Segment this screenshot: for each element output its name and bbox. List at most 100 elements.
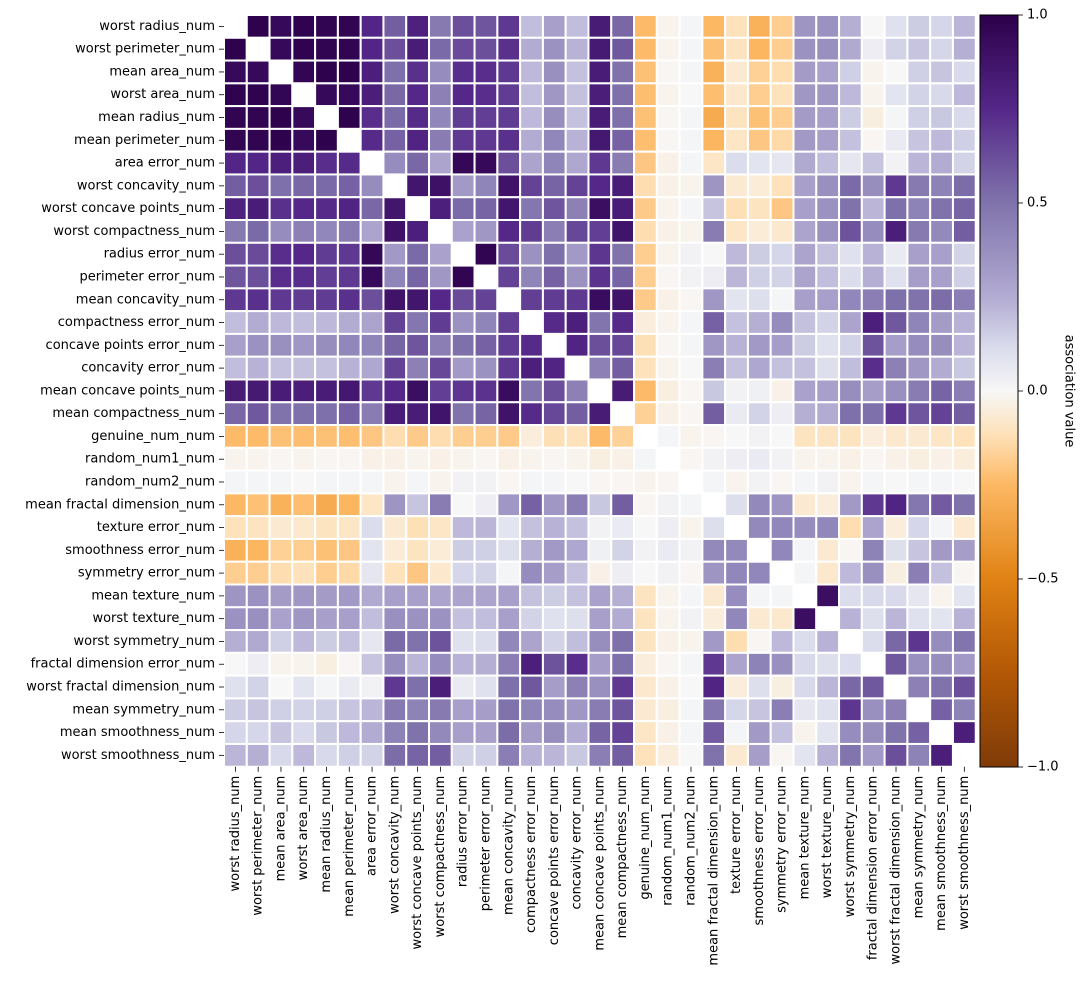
heatmap-cell xyxy=(359,515,385,540)
heatmap-cell xyxy=(496,674,522,700)
heatmap-cell xyxy=(678,378,704,404)
heatmap-cell xyxy=(951,560,977,586)
heatmap-cell xyxy=(883,150,909,176)
heatmap-cell xyxy=(587,606,613,632)
heatmap-cell xyxy=(587,492,613,518)
heatmap-cell xyxy=(223,287,248,313)
heatmap-cell xyxy=(359,537,385,563)
heatmap-cell xyxy=(929,446,954,472)
heatmap-cell xyxy=(587,537,613,563)
heatmap-cell xyxy=(838,651,863,677)
heatmap-cell xyxy=(314,105,339,130)
x-tick-label: mean smoothness_num xyxy=(934,776,949,931)
heatmap-cell xyxy=(678,127,704,153)
y-tick-label: mean radius_num xyxy=(98,110,215,125)
heatmap-cell xyxy=(564,219,590,244)
heatmap-cell xyxy=(519,82,544,108)
heatmap-cell xyxy=(860,378,886,404)
heatmap-cell xyxy=(428,105,453,130)
heatmap-cell xyxy=(428,59,453,85)
heatmap-cell xyxy=(473,537,499,563)
heatmap-cell xyxy=(541,674,567,700)
heatmap-cell xyxy=(519,241,544,267)
heatmap-cell xyxy=(359,127,385,153)
heatmap-cell xyxy=(359,401,385,427)
heatmap-cell xyxy=(587,401,613,427)
heatmap-cell xyxy=(519,378,544,404)
heatmap-cell xyxy=(815,378,841,404)
heatmap-cell xyxy=(496,401,522,427)
y-tick-label: mean concavity_num xyxy=(76,292,215,307)
heatmap-cell xyxy=(701,606,727,632)
heatmap-cell xyxy=(815,310,841,335)
y-tick-label: perimeter error_num xyxy=(79,269,215,284)
heatmap-cell xyxy=(268,59,294,85)
heatmap-cell xyxy=(405,446,431,472)
heatmap-cell xyxy=(450,264,476,290)
heatmap-cell xyxy=(883,355,909,381)
heatmap-cell xyxy=(678,241,704,267)
heatmap-cell xyxy=(883,401,909,427)
heatmap-cell xyxy=(473,355,499,381)
heatmap-cell xyxy=(291,14,317,39)
heatmap-cell xyxy=(223,82,248,108)
heatmap-cell xyxy=(838,742,863,768)
heatmap-cell xyxy=(678,310,704,335)
heatmap-cell xyxy=(223,59,248,85)
heatmap-cell xyxy=(359,446,385,472)
heatmap-cell xyxy=(587,82,613,108)
heatmap-cell xyxy=(792,446,818,472)
heatmap-cell xyxy=(268,629,294,654)
heatmap-cell xyxy=(792,127,818,153)
heatmap-cell xyxy=(359,720,385,745)
heatmap-cell xyxy=(564,606,590,632)
heatmap-cell xyxy=(701,401,727,427)
heatmap-cell xyxy=(792,59,818,85)
heatmap-cell xyxy=(564,742,590,768)
heatmap-cell xyxy=(724,560,749,586)
y-tick-label: mean fractal dimension_num xyxy=(25,497,215,512)
heatmap-cell xyxy=(701,105,727,130)
heatmap-cell xyxy=(951,537,977,563)
heatmap-cell xyxy=(382,674,408,700)
heatmap-cell xyxy=(564,537,590,563)
heatmap-cell xyxy=(428,560,453,586)
heatmap-cell xyxy=(587,424,613,449)
heatmap-cell xyxy=(541,720,567,745)
heatmap-cell xyxy=(268,401,294,427)
heatmap-cell xyxy=(428,742,453,768)
heatmap-cell xyxy=(405,173,431,199)
heatmap-cell xyxy=(587,446,613,472)
heatmap-cell xyxy=(815,127,841,153)
y-tick-label: worst smoothness_num xyxy=(61,748,215,763)
heatmap-cell xyxy=(769,606,795,632)
heatmap-cell xyxy=(541,697,567,723)
heatmap-cell xyxy=(245,127,271,153)
heatmap-cell xyxy=(610,424,636,449)
heatmap-cell xyxy=(701,59,727,85)
heatmap-cell xyxy=(746,424,772,449)
heatmap-cell xyxy=(450,378,476,404)
heatmap-cell xyxy=(245,560,271,586)
heatmap-cell xyxy=(382,310,408,335)
heatmap-cell xyxy=(815,105,841,130)
heatmap-cell xyxy=(769,651,795,677)
x-tick-label: mean area_num xyxy=(273,776,288,882)
y-tick-label: concavity error_num xyxy=(81,361,215,376)
heatmap-cell xyxy=(951,629,977,654)
heatmap-cell xyxy=(724,105,749,130)
heatmap-cell xyxy=(633,219,658,244)
heatmap-cell xyxy=(701,264,727,290)
heatmap-cell xyxy=(382,697,408,723)
heatmap-cell xyxy=(245,378,271,404)
heatmap-cell xyxy=(245,674,271,700)
heatmap-cell xyxy=(519,424,544,449)
heatmap-cell xyxy=(860,446,886,472)
heatmap-cell xyxy=(951,651,977,677)
heatmap-cell xyxy=(724,674,749,700)
heatmap-cell xyxy=(655,401,681,427)
heatmap-cell xyxy=(678,651,704,677)
heatmap-cell xyxy=(883,287,909,313)
heatmap-cell xyxy=(655,241,681,267)
y-tick-label: worst fractal dimension_num xyxy=(26,680,215,695)
